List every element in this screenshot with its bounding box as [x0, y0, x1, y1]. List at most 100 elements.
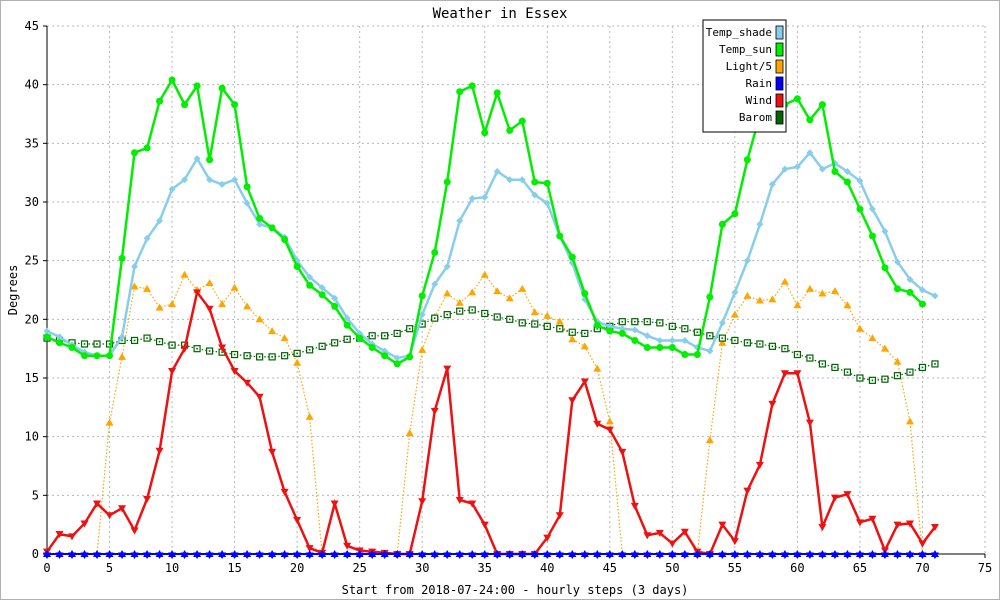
data-point-temp-shade	[718, 319, 726, 327]
data-point-light-5	[243, 302, 252, 310]
data-point-temp-sun	[806, 116, 814, 124]
data-point-temp-shade	[318, 284, 326, 292]
data-point-temp-sun	[181, 101, 189, 109]
data-point-barom-dot	[471, 309, 474, 311]
data-point-rain-overlay	[705, 552, 714, 559]
data-point-rain-overlay	[405, 552, 414, 559]
data-point-temp-sun	[231, 101, 239, 109]
data-point-light-5	[818, 289, 827, 297]
data-point-wind	[243, 379, 252, 387]
data-point-light-5	[268, 327, 277, 335]
data-point-wind	[618, 448, 627, 456]
data-point-temp-shade	[668, 336, 676, 344]
data-point-rain-overlay	[618, 552, 627, 559]
data-point-wind	[268, 448, 277, 456]
data-point-wind	[305, 545, 314, 553]
data-point-rain-overlay	[180, 552, 189, 559]
legend-swatch-temp-sun	[775, 42, 784, 57]
data-point-temp-shade	[681, 336, 689, 344]
data-point-wind	[918, 540, 927, 548]
data-point-light-5	[418, 345, 427, 353]
y-axis-title: Degrees	[6, 265, 20, 316]
data-point-temp-sun	[881, 264, 889, 272]
data-point-wind	[430, 407, 439, 415]
data-point-light-5	[793, 301, 802, 309]
data-point-rain-overlay	[55, 552, 64, 559]
data-point-temp-shade	[393, 354, 401, 362]
data-point-temp-sun	[356, 334, 364, 342]
data-point-wind	[168, 367, 177, 375]
data-point-temp-shade	[768, 180, 776, 188]
data-point-rain-overlay	[680, 552, 689, 559]
data-point-temp-sun	[318, 291, 326, 299]
data-point-temp-sun	[56, 339, 64, 347]
data-point-barom-dot	[208, 350, 211, 352]
data-point-rain-overlay	[855, 552, 864, 559]
data-point-barom-dot	[759, 343, 761, 345]
data-point-barom-dot	[596, 327, 599, 330]
data-point-barom-dot	[909, 371, 911, 373]
series-line-wind	[45, 289, 936, 556]
data-point-light-5	[743, 291, 752, 299]
data-point-rain-overlay	[230, 552, 239, 559]
data-point-temp-shade	[918, 286, 926, 294]
data-point-temp-sun	[906, 288, 914, 296]
data-point-rain-overlay	[143, 552, 152, 559]
data-point-rain-overlay	[793, 552, 802, 559]
data-point-temp-sun	[218, 84, 226, 92]
legend-label-rain: Rain	[746, 77, 773, 90]
data-point-wind	[80, 520, 89, 528]
data-point-temp-shade	[931, 292, 939, 300]
data-point-wind	[230, 367, 239, 375]
data-point-wind	[330, 500, 339, 508]
series-barom	[43, 306, 939, 384]
data-point-rain-overlay	[255, 552, 264, 559]
data-point-barom-dot	[771, 345, 774, 348]
data-point-temp-sun	[718, 220, 726, 228]
data-point-light-5	[543, 311, 552, 319]
data-point-wind	[730, 538, 739, 546]
data-point-wind	[743, 487, 752, 495]
data-point-light-5	[555, 317, 564, 325]
data-point-temp-sun	[743, 156, 751, 164]
data-point-temp-shade	[443, 263, 451, 271]
data-point-barom-dot	[233, 353, 236, 356]
data-point-rain-overlay	[780, 552, 789, 559]
data-point-barom-dot	[696, 331, 699, 334]
data-point-wind	[180, 345, 189, 353]
data-point-barom-dot	[746, 342, 749, 344]
x-tick-label: 5	[106, 561, 113, 575]
data-point-light-5	[305, 412, 314, 420]
data-point-rain-overlay	[668, 552, 677, 559]
data-point-rain-overlay	[643, 552, 652, 559]
data-point-rain-overlay	[443, 552, 452, 559]
data-point-temp-shade	[856, 177, 864, 185]
data-point-rain-overlay	[493, 552, 502, 559]
data-point-barom-dot	[246, 354, 248, 357]
data-point-light-5	[855, 324, 864, 332]
data-point-temp-shade	[731, 288, 739, 296]
data-point-wind	[655, 529, 664, 537]
data-point-barom-dot	[521, 322, 524, 324]
data-point-temp-sun	[681, 351, 689, 359]
data-point-rain-overlay	[168, 552, 177, 559]
x-tick-label: 75	[978, 561, 992, 575]
data-point-barom-dot	[433, 317, 436, 319]
data-point-temp-shade	[256, 220, 264, 228]
data-point-rain-overlay	[355, 552, 364, 559]
data-point-temp-sun	[731, 210, 739, 218]
data-point-barom-dot	[196, 347, 198, 350]
data-point-barom-dot	[158, 340, 161, 343]
series-rain	[43, 550, 939, 559]
data-point-light-5	[780, 277, 789, 285]
data-point-temp-sun	[468, 82, 476, 90]
data-point-temp-sun	[656, 343, 664, 351]
data-point-wind	[868, 515, 877, 523]
data-point-light-5	[530, 308, 539, 316]
data-point-temp-shade	[456, 217, 464, 225]
data-point-temp-sun	[306, 281, 314, 289]
data-point-barom-dot	[834, 366, 836, 369]
data-point-light-5	[905, 417, 914, 425]
y-tick-label: 45	[25, 19, 39, 33]
data-point-temp-sun	[68, 343, 76, 351]
